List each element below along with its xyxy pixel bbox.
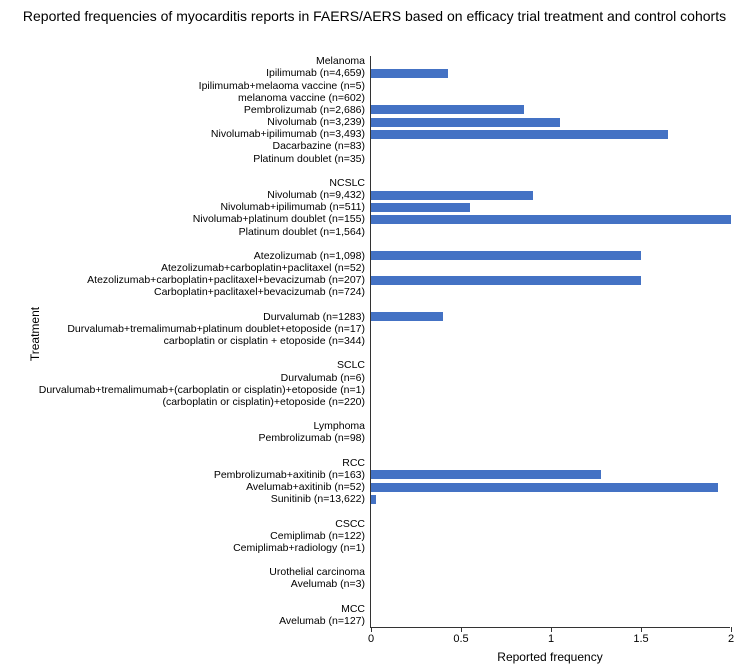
data-row: Durvalumab (n=6) bbox=[371, 372, 730, 384]
bar bbox=[371, 191, 533, 200]
chart-title: Reported frequencies of myocarditis repo… bbox=[0, 8, 749, 26]
data-row: Platinum doublet (n=1,564) bbox=[371, 225, 730, 237]
group-header-row: MCC bbox=[371, 603, 730, 615]
data-row: Avelumab (n=3) bbox=[371, 578, 730, 590]
x-tick-label: 0.5 bbox=[453, 633, 468, 645]
bar bbox=[371, 118, 560, 127]
bar bbox=[371, 130, 668, 139]
bar bbox=[371, 215, 731, 224]
data-row: Nivolumab+platinum doublet (n=155) bbox=[371, 213, 730, 225]
bar bbox=[371, 251, 641, 260]
data-row: Cemiplimab (n=122) bbox=[371, 530, 730, 542]
treatment-label: Avelumab (n=3) bbox=[291, 577, 371, 591]
bar bbox=[371, 483, 718, 492]
x-tick-label: 2 bbox=[728, 633, 734, 645]
data-row: (carboplatin or cisplatin)+etoposide (n=… bbox=[371, 396, 730, 408]
x-tick-label: 1 bbox=[548, 633, 554, 645]
data-row: Nivolumab (n=9,432) bbox=[371, 189, 730, 201]
x-tick bbox=[731, 627, 732, 632]
blank-row bbox=[371, 554, 730, 566]
data-row: Atezolizumab+carboplatin+paclitaxel (n=5… bbox=[371, 262, 730, 274]
data-row: Avelumab (n=127) bbox=[371, 615, 730, 627]
x-axis-ticks: 00.511.52 bbox=[371, 627, 730, 631]
data-row: Pembrolizumab (n=2,686) bbox=[371, 104, 730, 116]
blank-row bbox=[371, 347, 730, 359]
treatment-label: Pembrolizumab (n=98) bbox=[258, 431, 371, 445]
bar bbox=[371, 495, 376, 504]
data-row: Durvalumab+tremalimumab+platinum doublet… bbox=[371, 323, 730, 335]
data-row: Pembrolizumab (n=98) bbox=[371, 432, 730, 444]
data-row: Pembrolizumab+axitinib (n=163) bbox=[371, 469, 730, 481]
blank-row bbox=[371, 165, 730, 177]
chart-container: Reported frequencies of myocarditis repo… bbox=[0, 0, 749, 668]
blank-row bbox=[371, 445, 730, 457]
x-tick bbox=[641, 627, 642, 632]
group-header-row: CSCC bbox=[371, 518, 730, 530]
treatment-label: Cemiplimab+radiology (n=1) bbox=[233, 541, 371, 555]
data-row: melanoma vaccine (n=602) bbox=[371, 92, 730, 104]
x-tick bbox=[461, 627, 462, 632]
group-header-row: Lymphoma bbox=[371, 420, 730, 432]
bar bbox=[371, 105, 524, 114]
data-row: Avelumab+axitinib (n=52) bbox=[371, 481, 730, 493]
bar bbox=[371, 312, 443, 321]
group-header-row: NCSLC bbox=[371, 177, 730, 189]
data-row: Ipilimumab (n=4,659) bbox=[371, 67, 730, 79]
group-header-row: SCLC bbox=[371, 359, 730, 371]
blank-row bbox=[371, 505, 730, 517]
data-row: Nivolumab (n=3,239) bbox=[371, 116, 730, 128]
treatment-label: Platinum doublet (n=35) bbox=[253, 152, 371, 166]
blank-row bbox=[371, 238, 730, 250]
treatment-label: Sunitinib (n=13,622) bbox=[271, 492, 371, 506]
x-tick bbox=[551, 627, 552, 632]
data-row: Durvalumab+tremalimumab+(carboplatin or … bbox=[371, 384, 730, 396]
data-row: Atezolizumab+carboplatin+paclitaxel+beva… bbox=[371, 274, 730, 286]
group-header-row: RCC bbox=[371, 457, 730, 469]
x-tick bbox=[371, 627, 372, 632]
group-header-row: Melanoma bbox=[371, 55, 730, 67]
bar bbox=[371, 203, 470, 212]
data-row: Cemiplimab+radiology (n=1) bbox=[371, 542, 730, 554]
x-tick-label: 0 bbox=[368, 633, 374, 645]
data-row: Sunitinib (n=13,622) bbox=[371, 493, 730, 505]
data-row: Ipilimumab+melaoma vaccine (n=5) bbox=[371, 79, 730, 91]
x-axis-title: Reported frequency bbox=[370, 650, 730, 664]
data-row: Durvalumab (n=1283) bbox=[371, 311, 730, 323]
blank-row bbox=[371, 408, 730, 420]
data-row: Platinum doublet (n=35) bbox=[371, 152, 730, 164]
treatment-label: carboplatin or cisplatin + etoposide (n=… bbox=[164, 334, 371, 348]
bar bbox=[371, 276, 641, 285]
treatment-label: Avelumab (n=127) bbox=[279, 614, 371, 628]
data-row: Atezolizumab (n=1,098) bbox=[371, 250, 730, 262]
data-row: Carboplatin+paclitaxel+bevacizumab (n=72… bbox=[371, 286, 730, 298]
treatment-label: Carboplatin+paclitaxel+bevacizumab (n=72… bbox=[154, 285, 371, 299]
bar-rows: MelanomaIpilimumab (n=4,659)Ipilimumab+m… bbox=[371, 56, 730, 627]
bar bbox=[371, 470, 601, 479]
bar bbox=[371, 69, 448, 78]
treatment-label: (carboplatin or cisplatin)+etoposide (n=… bbox=[162, 395, 371, 409]
data-row: Dacarbazine (n=83) bbox=[371, 140, 730, 152]
group-header-row: Urothelial carcinoma bbox=[371, 566, 730, 578]
blank-row bbox=[371, 298, 730, 310]
data-row: Nivolumab+ipilimumab (n=511) bbox=[371, 201, 730, 213]
blank-row bbox=[371, 591, 730, 603]
y-axis-title: Treatment bbox=[28, 307, 42, 361]
treatment-label: Platinum doublet (n=1,564) bbox=[239, 225, 371, 239]
plot-area: MelanomaIpilimumab (n=4,659)Ipilimumab+m… bbox=[370, 56, 730, 628]
data-row: carboplatin or cisplatin + etoposide (n=… bbox=[371, 335, 730, 347]
data-row: Nivolumab+ipilimumab (n=3,493) bbox=[371, 128, 730, 140]
x-tick-label: 1.5 bbox=[633, 633, 648, 645]
